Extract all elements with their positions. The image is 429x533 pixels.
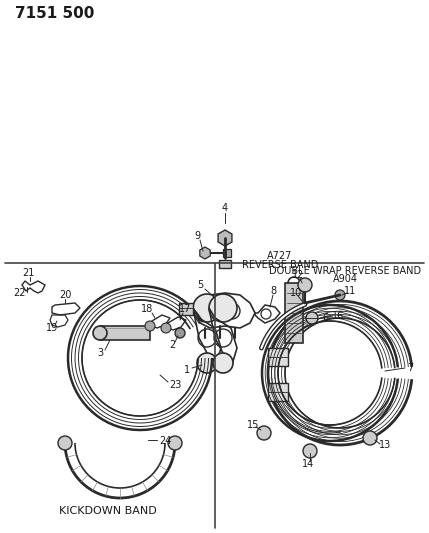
Text: 6: 6: [322, 313, 328, 323]
Text: DOUBLE WRAP REVERSE BAND: DOUBLE WRAP REVERSE BAND: [269, 266, 421, 276]
Text: 13: 13: [379, 440, 391, 450]
Text: 24: 24: [159, 436, 171, 446]
Text: 12: 12: [292, 270, 304, 280]
Circle shape: [335, 290, 345, 300]
Circle shape: [145, 321, 155, 331]
Circle shape: [213, 353, 233, 373]
Circle shape: [197, 353, 217, 373]
Circle shape: [161, 323, 171, 333]
Text: 3: 3: [97, 348, 103, 358]
Circle shape: [209, 294, 237, 322]
Text: 22: 22: [14, 288, 26, 298]
Bar: [268, 383, 288, 401]
Circle shape: [58, 436, 72, 450]
Circle shape: [93, 326, 107, 340]
Text: A727: A727: [267, 251, 293, 261]
Text: 1: 1: [184, 365, 190, 375]
Text: KICKDOWN BAND: KICKDOWN BAND: [59, 506, 157, 516]
Polygon shape: [200, 247, 210, 259]
Circle shape: [175, 328, 185, 338]
Circle shape: [306, 312, 318, 324]
Text: 7: 7: [407, 363, 413, 373]
Polygon shape: [218, 230, 232, 246]
Bar: [223, 249, 231, 257]
Text: 2: 2: [169, 340, 175, 350]
Text: 7151 500: 7151 500: [15, 5, 94, 20]
Text: 9: 9: [194, 231, 200, 241]
Text: 14: 14: [302, 459, 314, 469]
Text: 19: 19: [46, 323, 58, 333]
Circle shape: [303, 444, 317, 458]
Circle shape: [193, 294, 221, 322]
Text: 10: 10: [290, 288, 302, 298]
Text: 20: 20: [59, 290, 71, 300]
Text: 23: 23: [169, 380, 181, 390]
Bar: [268, 348, 288, 366]
Text: 21: 21: [22, 268, 34, 278]
Text: REVERSE BAND: REVERSE BAND: [242, 260, 318, 270]
Text: 15: 15: [247, 420, 259, 430]
Circle shape: [257, 426, 271, 440]
Circle shape: [363, 431, 377, 445]
Text: 18: 18: [141, 304, 153, 314]
Bar: [100, 326, 150, 340]
Bar: [285, 283, 303, 343]
Text: 4: 4: [222, 203, 228, 213]
Text: 5: 5: [197, 280, 203, 290]
Text: 16: 16: [332, 311, 344, 321]
Text: 8: 8: [270, 286, 276, 296]
Text: 11: 11: [344, 286, 356, 296]
Bar: [179, 303, 193, 315]
Text: A904: A904: [332, 274, 357, 284]
Circle shape: [168, 436, 182, 450]
Circle shape: [298, 278, 312, 292]
Text: 17: 17: [179, 304, 191, 314]
Bar: [219, 260, 231, 268]
